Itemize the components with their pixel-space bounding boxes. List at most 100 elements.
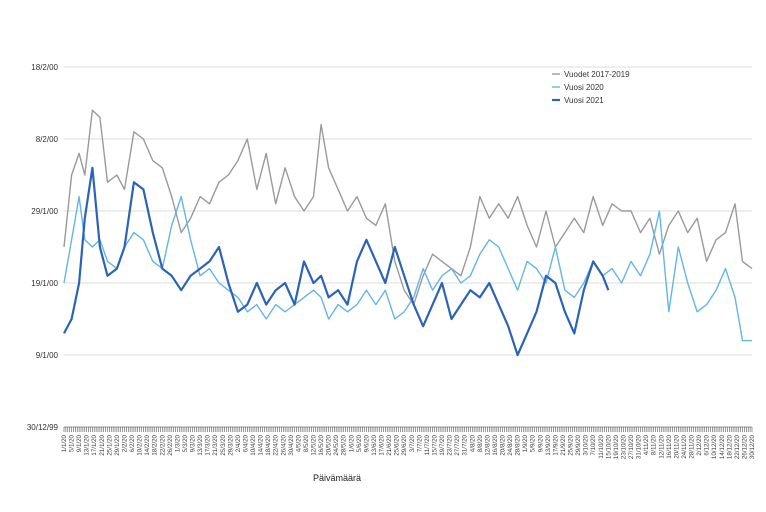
x-axis-ticks: 1/1/20 5/1/20 9/1/20 13/1/20 17/1/20 21/1/20 2… bbox=[61, 427, 756, 459]
x-tick-label: 25/9/20 bbox=[568, 434, 575, 455]
x-tick-label: 15/7/20 bbox=[431, 434, 438, 455]
y-tick-label: 9/1/00 bbox=[36, 351, 59, 360]
x-tick-label: 18/2/20 bbox=[152, 434, 159, 455]
x-tick-label: 6/4/20 bbox=[242, 434, 249, 452]
x-tick-label: 14/2/20 bbox=[144, 434, 151, 455]
series-line-2 bbox=[63, 195, 752, 342]
x-tick-label: 12/11/20 bbox=[658, 434, 665, 458]
y-axis-ticks: 30/12/99 9/1/00 19/1/00 29/1/00 8/2/00 18/2/0… bbox=[27, 63, 59, 432]
x-tick-label: 15/10/20 bbox=[605, 434, 612, 459]
x-tick-label: 16/8/20 bbox=[492, 434, 499, 455]
x-tick-label: 5/9/20 bbox=[530, 434, 537, 452]
x-tick-label: 28/11/20 bbox=[689, 434, 696, 458]
x-tick-label: 4/5/20 bbox=[295, 434, 302, 452]
x-tick-label: 22/2/20 bbox=[159, 434, 166, 455]
y-tick-label: 19/1/00 bbox=[31, 279, 58, 288]
x-tick-label: 22/12/20 bbox=[734, 434, 741, 459]
legend-label: Vuodet 2017-2019 bbox=[564, 70, 630, 79]
x-tick-label: 24/11/20 bbox=[681, 434, 688, 458]
x-tick-label: 9/1/20 bbox=[76, 434, 83, 452]
series-lines bbox=[63, 109, 753, 357]
x-tick-label: 10/4/20 bbox=[250, 434, 257, 455]
y-tick-label: 29/1/00 bbox=[31, 207, 58, 216]
x-tick-label: 28/5/20 bbox=[341, 434, 348, 455]
x-tick-label: 7/7/20 bbox=[416, 434, 423, 452]
x-tick-label: 30/12/20 bbox=[749, 434, 756, 459]
series-line-3 bbox=[63, 166, 610, 357]
x-tick-label: 12/8/20 bbox=[484, 434, 491, 455]
x-tick-label: 1/6/20 bbox=[348, 434, 355, 452]
x-tick-label: 26/12/20 bbox=[741, 434, 748, 459]
x-axis-label: Päivämäärä bbox=[313, 473, 361, 483]
y-tick-label: 30/12/99 bbox=[27, 423, 59, 432]
x-tick-label: 26/2/20 bbox=[167, 434, 174, 455]
x-tick-label: 29/6/20 bbox=[401, 434, 408, 455]
x-tick-label: 13/6/20 bbox=[371, 434, 378, 455]
x-tick-label: 11/7/20 bbox=[424, 434, 431, 455]
gridlines bbox=[64, 66, 752, 428]
x-tick-label: 1/3/20 bbox=[174, 434, 181, 452]
x-tick-label: 25/1/20 bbox=[106, 434, 113, 455]
x-tick-label: 10/12/20 bbox=[711, 434, 718, 459]
x-tick-label: 20/8/20 bbox=[500, 434, 507, 455]
x-tick-label: 31/10/20 bbox=[636, 434, 643, 459]
x-tick-label: 14/12/20 bbox=[719, 434, 726, 459]
x-tick-label: 5/1/20 bbox=[69, 434, 76, 452]
x-tick-label: 3/10/20 bbox=[583, 434, 590, 455]
x-tick-label: 2/2/20 bbox=[121, 434, 128, 452]
x-tick-label: 27/10/20 bbox=[628, 434, 635, 459]
x-tick-label: 17/6/20 bbox=[379, 434, 386, 455]
x-tick-label: 8/8/20 bbox=[477, 434, 484, 452]
x-tick-label: 19/7/20 bbox=[439, 434, 446, 455]
x-tick-label: 17/3/20 bbox=[205, 434, 212, 455]
x-tick-label: 21/6/20 bbox=[386, 434, 393, 455]
legend: Vuodet 2017-2019 Vuosi 2020 Vuosi 2021 bbox=[552, 70, 630, 105]
x-tick-label: 8/11/20 bbox=[651, 434, 658, 455]
x-tick-label: 1/1/20 bbox=[61, 434, 68, 452]
x-tick-label: 9/3/20 bbox=[190, 434, 197, 452]
x-tick-label: 29/3/20 bbox=[227, 434, 234, 455]
x-tick-label: 17/9/20 bbox=[552, 434, 559, 455]
x-tick-label: 23/10/20 bbox=[620, 434, 627, 459]
x-tick-label: 22/4/20 bbox=[273, 434, 280, 455]
x-tick-label: 31/7/20 bbox=[462, 434, 469, 455]
x-tick-label: 29/1/20 bbox=[114, 434, 121, 455]
x-tick-label: 18/4/20 bbox=[265, 434, 272, 455]
x-tick-label: 24/8/20 bbox=[507, 434, 514, 455]
legend-label: Vuosi 2021 bbox=[564, 96, 604, 105]
x-tick-label: 26/4/20 bbox=[280, 434, 287, 455]
x-tick-label: 1/9/20 bbox=[522, 434, 529, 452]
y-tick-label: 18/2/00 bbox=[31, 63, 58, 72]
x-tick-label: 18/12/20 bbox=[726, 434, 733, 459]
x-tick-label: 25/6/20 bbox=[394, 434, 401, 455]
x-tick-label: 20/11/20 bbox=[673, 434, 680, 458]
x-tick-label: 3/7/20 bbox=[409, 434, 416, 452]
x-tick-label: 19/10/20 bbox=[613, 434, 620, 459]
x-tick-label: 5/3/20 bbox=[182, 434, 189, 452]
x-tick-label: 4/8/20 bbox=[469, 434, 476, 452]
x-tick-label: 9/9/20 bbox=[537, 434, 544, 452]
x-tick-label: 17/1/20 bbox=[91, 434, 98, 455]
x-tick-label: 24/5/20 bbox=[333, 434, 340, 455]
x-tick-label: 6/12/20 bbox=[704, 434, 711, 455]
x-tick-label: 11/10/20 bbox=[598, 434, 605, 458]
x-tick-label: 21/9/20 bbox=[560, 434, 567, 455]
x-tick-label: 25/3/20 bbox=[220, 434, 227, 455]
x-tick-label: 21/3/20 bbox=[212, 434, 219, 455]
x-tick-label: 27/7/20 bbox=[454, 434, 461, 455]
x-tick-label: 20/5/20 bbox=[326, 434, 333, 455]
y-tick-label: 8/2/00 bbox=[36, 135, 59, 144]
x-tick-label: 13/1/20 bbox=[84, 434, 91, 455]
x-tick-label: 23/7/20 bbox=[447, 434, 454, 455]
x-tick-label: 4/11/20 bbox=[643, 434, 650, 455]
x-tick-label: 2/12/20 bbox=[696, 434, 703, 455]
x-tick-label: 30/4/20 bbox=[288, 434, 295, 455]
series-line-1 bbox=[63, 109, 753, 306]
x-tick-label: 28/8/20 bbox=[515, 434, 522, 455]
x-tick-label: 14/4/20 bbox=[258, 434, 265, 455]
x-tick-label: 8/5/20 bbox=[303, 434, 310, 452]
x-tick-label: 10/2/20 bbox=[137, 434, 144, 455]
x-tick-label: 16/5/20 bbox=[318, 434, 325, 455]
x-tick-label: 21/1/20 bbox=[99, 434, 106, 455]
